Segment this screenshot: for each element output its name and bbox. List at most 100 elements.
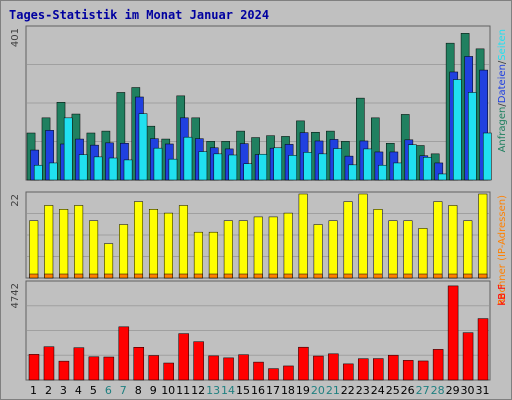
top-panel-legend-part-2: Dateien	[497, 64, 508, 103]
bar-seiten-day-21	[333, 148, 342, 181]
bar-rechner-day-5	[89, 220, 99, 279]
bar-besuche-day-3	[59, 273, 69, 279]
bar-seiten-day-9	[153, 147, 163, 181]
bar-seiten-day-28	[438, 173, 447, 181]
bar-rechner-day-27	[418, 228, 428, 279]
bar-rechner-day-10	[163, 212, 173, 279]
bar-seiten-day-4	[78, 154, 88, 181]
bar-rechner-day-8	[134, 201, 144, 279]
bar-kb-day-30	[462, 332, 474, 381]
x-tick-label-day-20: 20	[311, 384, 325, 397]
bottom-panel-legend: kB F	[497, 284, 508, 306]
bar-seiten-day-12	[198, 151, 208, 181]
bar-kb-day-2	[43, 346, 55, 381]
bar-besuche-day-21	[328, 273, 338, 279]
bar-rechner-day-13	[208, 231, 218, 279]
bar-besuche-day-6	[104, 273, 114, 279]
bar-kb-day-26	[402, 360, 414, 381]
bar-besuche-day-29	[448, 273, 458, 279]
x-tick-label-day-18: 18	[281, 384, 295, 397]
x-tick-label-day-10: 10	[161, 384, 175, 397]
bar-besuche-day-4	[74, 273, 84, 279]
bar-rechner-day-22	[343, 201, 353, 279]
bar-besuche-day-5	[89, 273, 99, 279]
bar-seiten-day-25	[393, 162, 402, 181]
bar-rechner-day-30	[463, 220, 473, 279]
bar-seiten-day-19	[303, 152, 312, 181]
x-tick-label-day-9: 9	[150, 384, 157, 397]
bar-rechner-day-18	[283, 212, 293, 279]
bar-kb-day-25	[387, 354, 399, 381]
bar-rechner-day-1	[29, 220, 39, 279]
bar-rechner-day-29	[448, 205, 458, 279]
bar-kb-day-16	[253, 361, 264, 381]
bar-rechner-day-24	[373, 209, 383, 279]
bar-kb-day-22	[343, 363, 354, 381]
middle-panel-y-max-label: 22	[10, 194, 21, 207]
x-tick-label-day-27: 27	[416, 384, 430, 397]
bar-besuche-day-12	[193, 273, 203, 279]
x-tick-label-day-16: 16	[251, 384, 265, 397]
bar-kb-day-31	[477, 318, 489, 381]
bar-kb-day-10	[163, 362, 174, 381]
bar-seiten-day-26	[408, 144, 417, 181]
bar-besuche-day-22	[343, 273, 353, 279]
bar-seiten-day-27	[423, 157, 432, 181]
bar-seiten-day-2	[48, 162, 58, 181]
bar-besuche-day-20	[313, 273, 323, 279]
top-panel-legend-part-1: /	[497, 103, 508, 107]
x-tick-label-day-29: 29	[446, 384, 460, 397]
x-tick-label-day-21: 21	[326, 384, 340, 397]
bar-rechner-day-25	[388, 220, 398, 279]
bar-seiten-day-7	[123, 159, 133, 181]
bar-rechner-day-9	[148, 209, 158, 279]
bar-rechner-day-21	[328, 220, 338, 279]
bar-seiten-day-10	[168, 158, 178, 181]
bar-rechner-day-14	[223, 220, 233, 279]
x-tick-label-day-14: 14	[221, 384, 235, 397]
bar-kb-day-3	[58, 360, 70, 381]
bar-kb-day-4	[73, 347, 85, 381]
bar-kb-day-5	[88, 356, 100, 381]
bar-kb-day-17	[268, 368, 279, 381]
bar-seiten-day-8	[138, 113, 148, 181]
bar-seiten-day-6	[108, 157, 118, 181]
bar-besuche-day-1	[29, 273, 39, 279]
x-tick-label-day-22: 22	[341, 384, 355, 397]
bar-besuche-day-30	[463, 273, 473, 279]
bar-rechner-day-26	[403, 220, 413, 279]
middle-panel-legend: Rechner (IP-Adressen)	[497, 195, 508, 305]
x-tick-label-day-30: 30	[461, 384, 475, 397]
bar-seiten-day-11	[183, 136, 193, 181]
bar-rechner-day-2	[44, 205, 54, 279]
bar-seiten-day-29	[453, 79, 462, 181]
top-panel-legend: Anfragen/Dateien/Seiten	[497, 29, 508, 152]
bar-kb-day-1	[28, 354, 40, 381]
x-tick-label-day-24: 24	[371, 384, 385, 397]
bar-kb-day-11	[178, 333, 189, 381]
bar-seiten-day-3	[63, 117, 73, 181]
bar-rechner-day-23	[358, 193, 368, 279]
bar-besuche-day-14	[223, 273, 233, 279]
bar-besuche-day-11	[178, 273, 188, 279]
bar-rechner-day-19	[298, 193, 308, 279]
x-tick-label-day-6: 6	[105, 384, 112, 397]
bar-kb-day-27	[417, 360, 429, 381]
bar-kb-day-13	[208, 355, 219, 381]
bar-kb-day-14	[223, 357, 234, 381]
bar-besuche-day-15	[238, 273, 248, 279]
bar-besuche-day-23	[358, 273, 368, 279]
bar-besuche-day-24	[373, 273, 383, 279]
x-tick-label-day-12: 12	[191, 384, 205, 397]
bar-rechner-day-3	[59, 209, 69, 279]
x-tick-label-day-23: 23	[356, 384, 370, 397]
bar-besuche-day-10	[163, 273, 173, 279]
x-tick-label-day-2: 2	[45, 384, 52, 397]
top-panel-legend-part-0: Anfragen	[497, 107, 508, 153]
bar-besuche-day-31	[478, 273, 488, 279]
bar-rechner-day-12	[193, 231, 203, 279]
bar-rechner-day-4	[74, 205, 84, 279]
bottom-panel-legend-part-0: kB F	[497, 284, 508, 306]
chart-title: Tages-Statistik im Monat Januar 2024	[9, 8, 269, 22]
